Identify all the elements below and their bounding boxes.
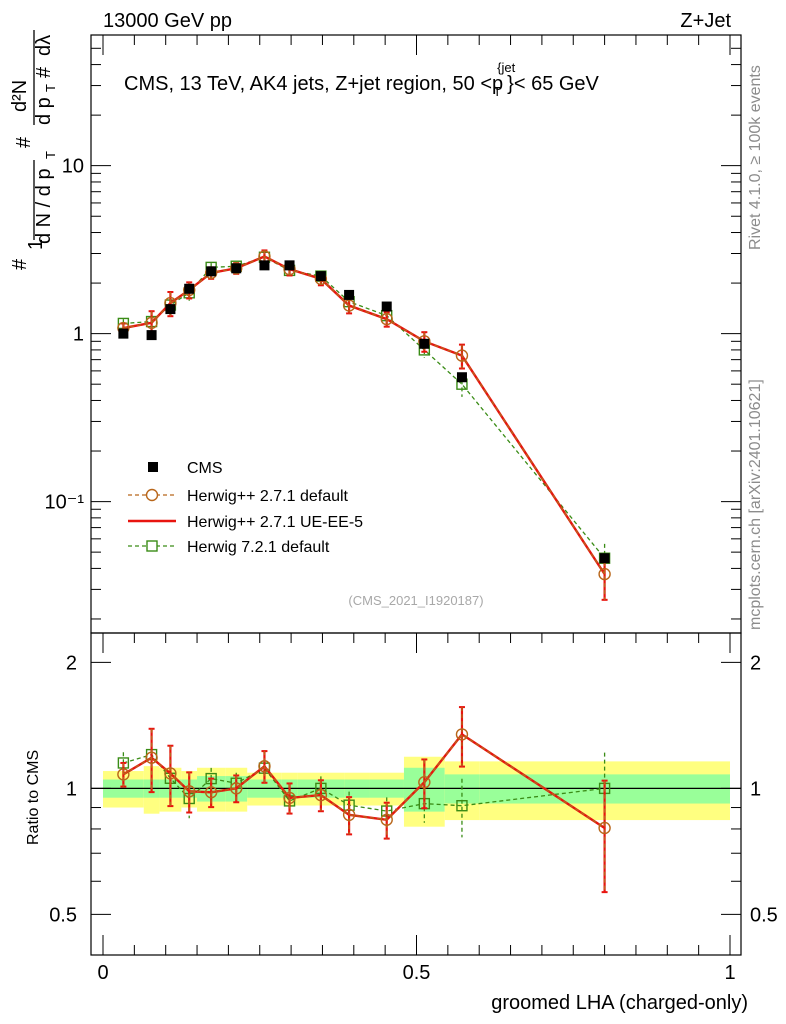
ratio-y-tick-label-right: 0.5 <box>750 904 778 926</box>
y-axis-label: # 1 d N / d p T # d²N d p T # dλ <box>9 30 58 270</box>
side-rivet: Rivet 4.1.0, ≥ 100k events <box>747 65 764 250</box>
cms-point <box>456 372 467 383</box>
header-left: 13000 GeV pp <box>103 10 232 32</box>
cms-point <box>419 338 430 349</box>
herwig-2-7-1-default-marker <box>145 316 158 330</box>
legend-label: Herwig++ 2.7.1 default <box>187 488 349 505</box>
cms-point <box>599 553 610 564</box>
herwig-2-7-1-default-ratio-marker <box>418 776 431 789</box>
cms-point <box>165 304 176 315</box>
x-tick-label: 0.5 <box>403 962 431 984</box>
legend-label: CMS <box>187 460 223 477</box>
ratio-y-tick-label-right: 2 <box>750 652 761 674</box>
ratio-y-tick-label: 2 <box>66 652 77 674</box>
ratio-y-tick-label: 0.5 <box>49 904 77 926</box>
cms-point <box>206 266 217 277</box>
svg-text:dλ: dλ <box>33 35 55 56</box>
cms-point <box>315 271 326 282</box>
cms-point <box>231 263 242 274</box>
legend-label: Herwig++ 2.7.1 UE-EE-5 <box>187 514 363 531</box>
herwig-2-7-1-default-marker <box>455 349 469 362</box>
ratio-y-tick-label: 1 <box>66 778 77 800</box>
svg-text:T: T <box>43 84 58 92</box>
y-tick-label: 10⁻¹ <box>45 492 85 514</box>
ratio-y-label: Ratio to CMS <box>25 750 42 845</box>
svg-text:1: 1 <box>25 239 47 250</box>
herwig-2-7-1-default-ratio-marker <box>314 788 328 802</box>
herwig-2-7-1-default-ratio-marker <box>230 782 243 795</box>
herwig-2-7-1-default-ratio-marker <box>380 813 393 826</box>
herwig-2-7-1-default-marker <box>342 299 356 312</box>
herwig-2-7-1-default-ratio-marker <box>145 751 158 764</box>
cms-point <box>118 328 129 339</box>
svg-text:T: T <box>43 151 58 159</box>
cms-point <box>344 289 355 300</box>
header-right: Z+Jet <box>680 10 731 32</box>
svg-text:d p: d p <box>33 97 55 125</box>
cms-point <box>284 260 295 271</box>
herwig-2-7-1-default-marker <box>230 262 243 275</box>
herwig-2-7-1-default-ratio-marker <box>164 767 177 780</box>
legend-marker-herwig-2-7-1-default <box>145 488 159 502</box>
herwig-2-7-1-default-ratio-marker <box>117 768 130 781</box>
cms-point <box>146 330 157 341</box>
svg-text:#: # <box>33 66 55 78</box>
y-tick-label: 1 <box>73 324 84 346</box>
herwig-2-7-1-default-ratio-marker <box>598 821 611 835</box>
herwig-2-7-1-default-ratio-marker <box>258 760 271 773</box>
cms-point <box>184 283 195 294</box>
herwig-2-7-1-default-ratio-marker <box>204 786 218 799</box>
cms-point <box>381 301 392 312</box>
chart-title: CMS, 13 TeV, AK4 jets, Z+jet region, 50 … <box>124 60 600 99</box>
herwig-2-7-1-default-ratio-marker <box>183 785 196 798</box>
herwig-2-7-1-default-marker <box>380 312 393 326</box>
legend-marker-herwig-7-2-1-default <box>146 540 158 552</box>
herwig-2-7-1-default-marker <box>598 567 611 581</box>
herwig-2-7-1-default-ratio-marker <box>342 808 356 822</box>
herwig-2-7-1-default-ratio-marker <box>283 791 296 805</box>
herwig-7-2-1-default-ratio-marker <box>456 800 468 812</box>
ratio-y-tick-label-right: 1 <box>750 778 761 800</box>
cms-point <box>259 260 270 271</box>
main-panel: 10⁻¹ 1 10 CMS, 13 TeV, AK4 jets, Z+jet reg… <box>45 34 742 634</box>
ratio-panel: 0.5 0.5 1 1 2 2 Ratio to CMS <box>25 632 778 956</box>
y-tick-label: 10 <box>62 156 84 178</box>
x-tick-label: 0 <box>97 962 108 984</box>
side-url: mcplots.cern.ch [arXiv:2401.10621] <box>747 379 764 630</box>
svg-text:d N / d p: d N / d p <box>33 168 55 244</box>
svg-text:d²N: d²N <box>9 80 31 112</box>
herwig-2-7-1-ue-ee-5-ratio-line <box>122 732 606 829</box>
svg-text:#: # <box>9 258 31 270</box>
x-axis-label: groomed LHA (charged-only) <box>491 992 748 1014</box>
herwig-2-7-1-default-ratio-marker <box>455 728 469 741</box>
legend-marker-cms <box>148 462 158 472</box>
herwig-2-7-1-default-line <box>123 255 606 575</box>
legend-label: Herwig 7.2.1 default <box>187 539 330 556</box>
svg-text:#: # <box>13 136 35 148</box>
herwig-7-2-1-default-ratio-line <box>123 753 605 812</box>
x-tick-label: 1 <box>724 962 735 984</box>
watermark: (CMS_2021_I1920187) <box>348 593 483 608</box>
